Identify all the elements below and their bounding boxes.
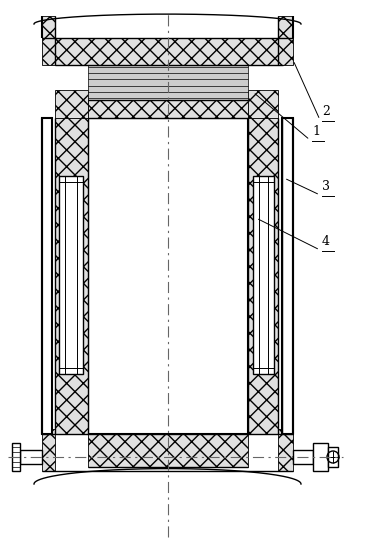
Bar (328, 447, 338, 467)
Bar (59, 176, 83, 374)
Text: 2: 2 (322, 105, 330, 118)
Text: 3: 3 (322, 180, 330, 193)
Bar (88, 434, 248, 467)
Bar (12, 443, 20, 471)
Bar (20, 450, 42, 464)
Bar (278, 429, 293, 471)
Bar (42, 429, 55, 471)
Bar (313, 443, 328, 471)
Bar (42, 38, 293, 65)
Bar (293, 450, 313, 464)
Bar (248, 90, 278, 118)
Bar (278, 16, 293, 38)
Bar (42, 16, 55, 38)
Bar (282, 118, 293, 434)
Bar (55, 118, 88, 434)
Bar (88, 100, 248, 118)
Bar (253, 176, 274, 374)
Bar (42, 118, 52, 434)
Bar (55, 90, 88, 118)
Text: 4: 4 (322, 235, 330, 248)
Bar (248, 118, 278, 434)
Bar (88, 118, 248, 434)
Bar (88, 65, 248, 100)
Text: 1: 1 (312, 125, 320, 138)
